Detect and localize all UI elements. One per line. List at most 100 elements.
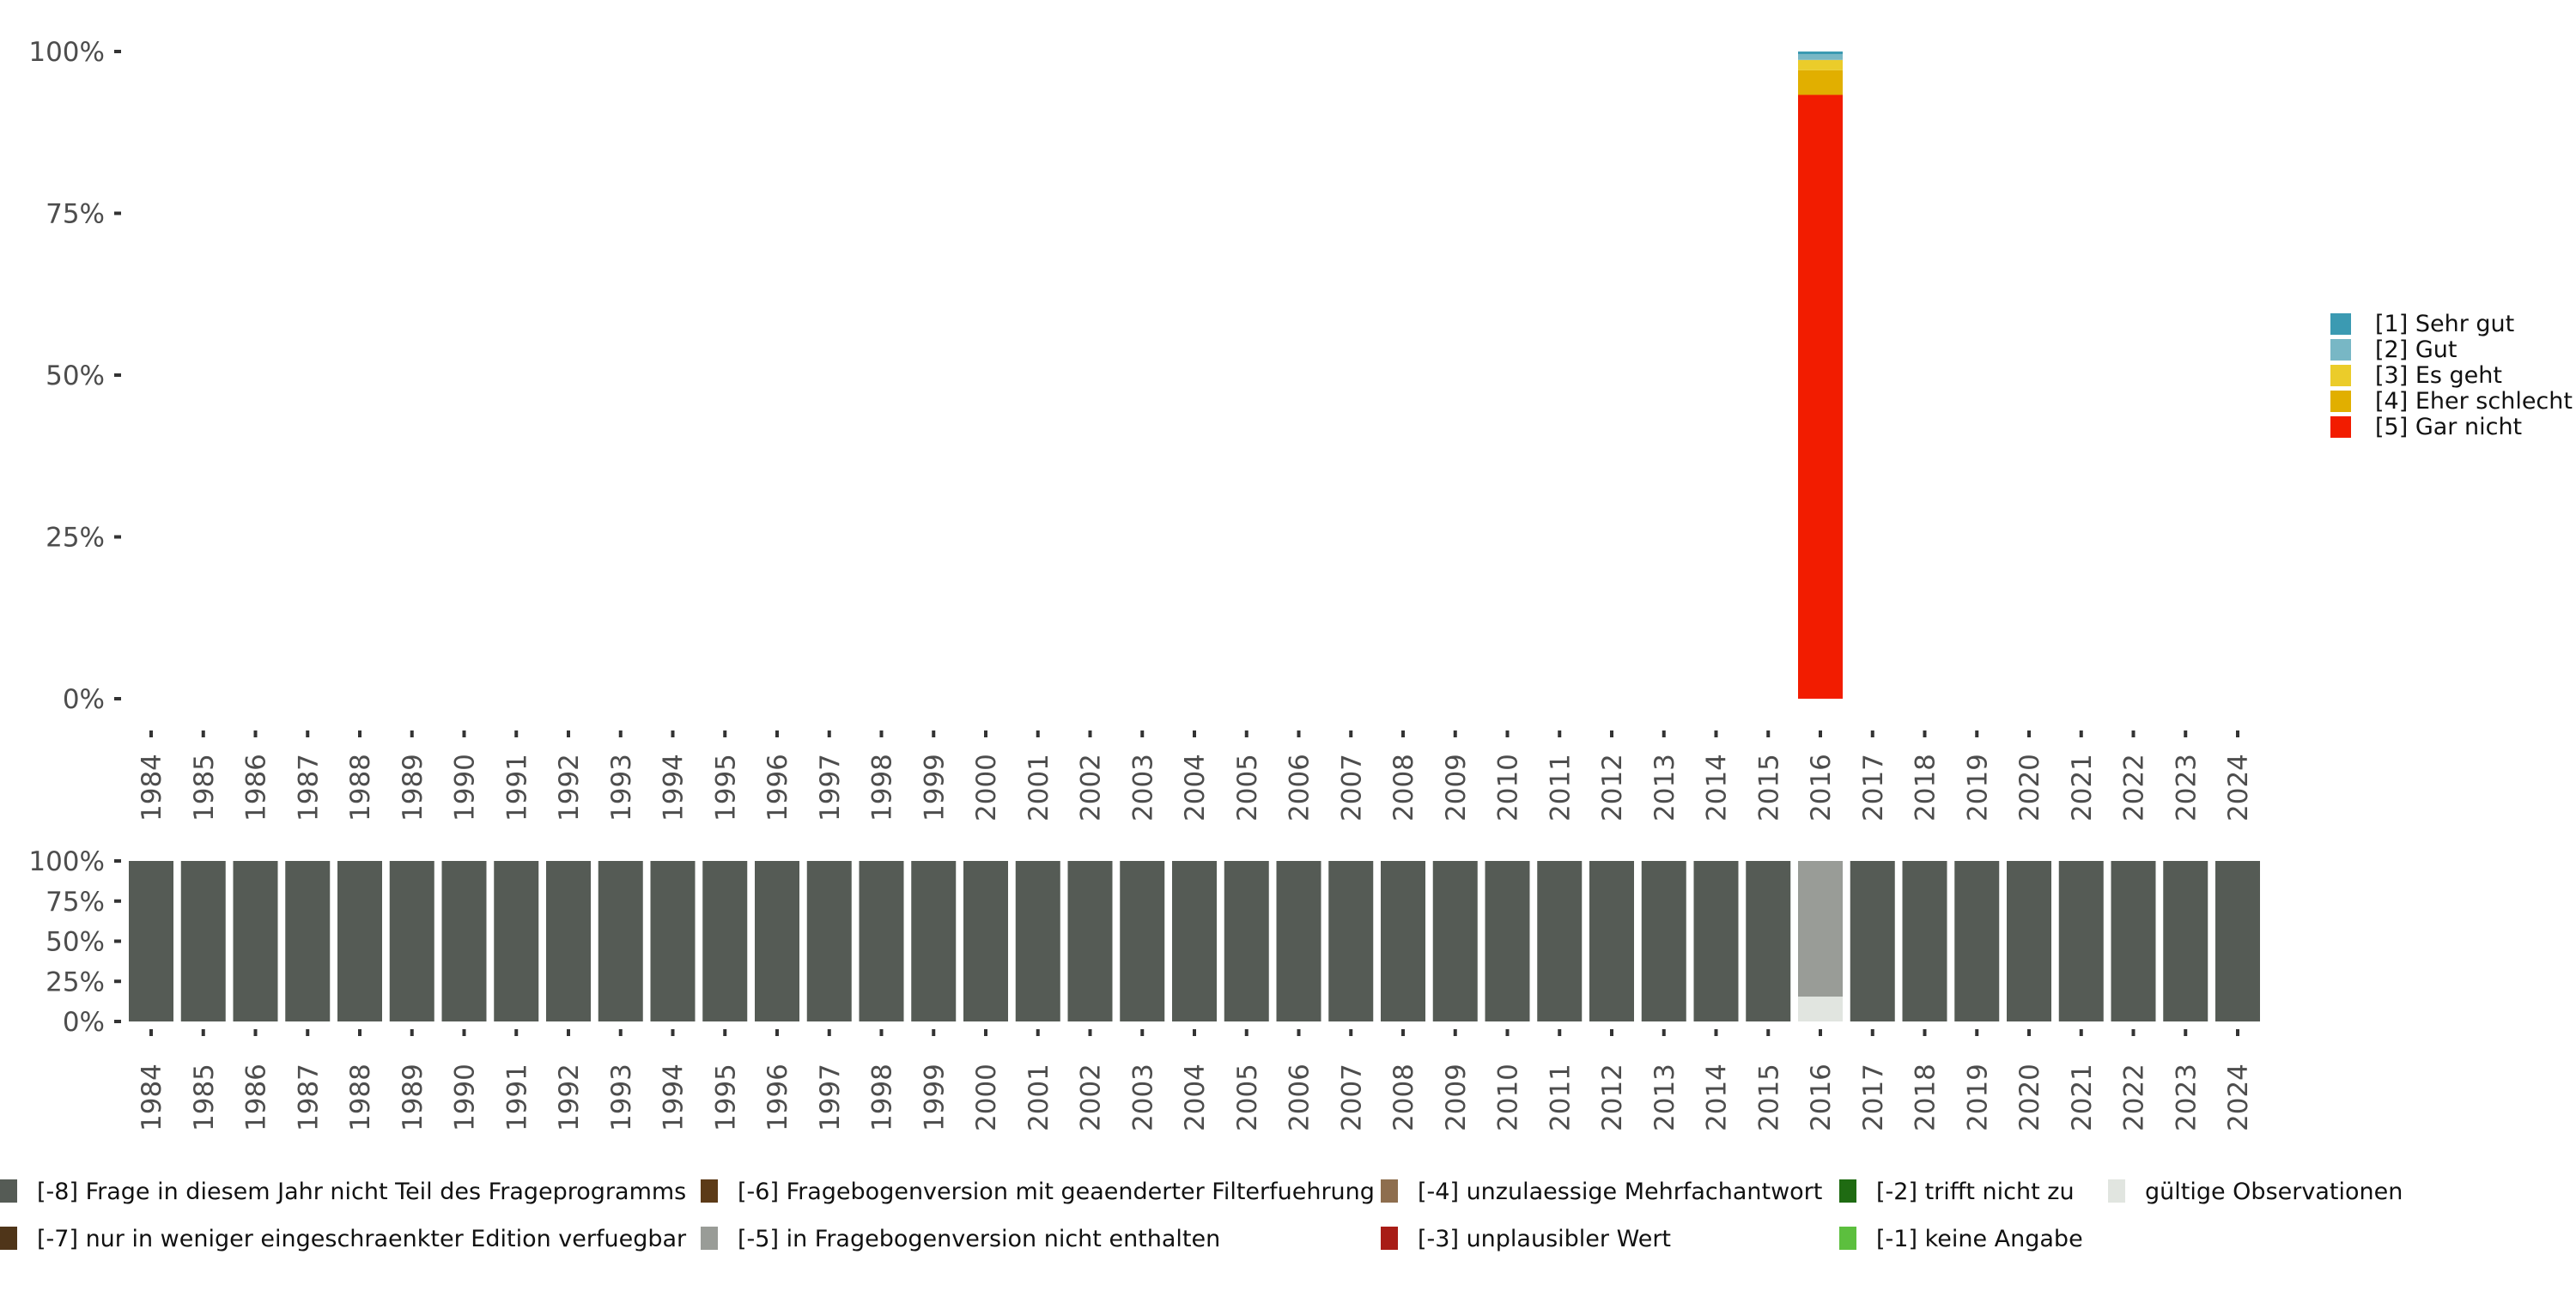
x-tick-label: 2019 (1962, 1064, 1993, 1131)
x-tick-label: 1996 (762, 754, 793, 821)
bar-segment-2022-0 (2111, 861, 2156, 1021)
x-tick-label: 1988 (345, 754, 376, 821)
bar-segment-2000-0 (963, 861, 1008, 1021)
x-tick-label: 1995 (710, 754, 741, 821)
legend-label: [-2] trifft nicht zu (1876, 1179, 2075, 1205)
x-tick-label: 2006 (1285, 1064, 1315, 1131)
bar-segment-2009-0 (1432, 861, 1478, 1021)
x-tick-label: 2015 (1753, 1064, 1784, 1131)
x-tick-label: 1991 (501, 754, 532, 821)
x-tick-label: 1997 (815, 754, 846, 821)
bar-segment-2016-1 (1798, 861, 1843, 997)
legend-swatch (2330, 365, 2351, 386)
bar-segment-2003-0 (1120, 861, 1165, 1021)
legend-swatch (701, 1179, 718, 1203)
bar-segment-2006-0 (1276, 861, 1321, 1021)
x-tick-label: 1991 (501, 1064, 532, 1131)
x-tick-label: 2009 (1441, 754, 1472, 821)
bar-segment-1987-0 (285, 861, 331, 1021)
x-tick-label: 1986 (241, 1064, 272, 1131)
x-tick-label: 2003 (1127, 1064, 1158, 1131)
legend-swatch (2108, 1179, 2125, 1203)
x-tick-label: 2005 (1232, 754, 1263, 821)
y-tick-label: 25% (46, 967, 105, 997)
x-tick-label: 2002 (1076, 754, 1107, 821)
x-tick-label: 1988 (345, 1064, 376, 1131)
bar-segment-1999-0 (911, 861, 957, 1021)
bar-segment-1986-0 (233, 861, 278, 1021)
x-tick-label: 2019 (1962, 754, 1993, 821)
bar-segment-2002-0 (1067, 861, 1113, 1021)
legend-label: [1] Sehr gut (2375, 311, 2514, 337)
bar-segment-2016-4 (1798, 52, 1843, 55)
x-tick-label: 2017 (1858, 1064, 1889, 1131)
x-tick-label: 2021 (2067, 1064, 2098, 1131)
x-tick-label: 1984 (137, 754, 167, 821)
x-tick-label: 1998 (867, 754, 898, 821)
legend-label: [4] Eher schlecht (2375, 388, 2573, 415)
x-tick-label: 2005 (1232, 1064, 1263, 1131)
x-tick-label: 2000 (971, 754, 1002, 821)
bar-segment-2013-0 (1641, 861, 1686, 1021)
x-tick-label: 1994 (659, 1064, 690, 1131)
x-tick-label: 1989 (398, 1064, 428, 1131)
x-tick-label: 2017 (1858, 754, 1889, 821)
bar-segment-2016-0 (1798, 94, 1843, 699)
bar-segment-1991-0 (494, 861, 539, 1021)
bar-segment-2017-0 (1850, 861, 1895, 1021)
x-tick-label: 1990 (450, 754, 481, 821)
x-tick-label: 2020 (2014, 754, 2045, 821)
x-tick-label: 1999 (919, 1064, 950, 1131)
bar-segment-1990-0 (441, 861, 487, 1021)
x-tick-label: 1999 (919, 754, 950, 821)
bar-segment-1996-0 (755, 861, 799, 1021)
x-tick-label: 2018 (1911, 1064, 1941, 1131)
legend-label: [-7] nur in weniger eingeschraenkter Edi… (37, 1226, 687, 1252)
bar-segment-1989-0 (389, 861, 434, 1021)
x-tick-label: 2007 (1336, 1064, 1367, 1131)
legend-swatch (2330, 416, 2351, 438)
x-tick-label: 2022 (2119, 1064, 2150, 1131)
legend-swatch (1839, 1227, 1856, 1250)
legend-swatch (2330, 391, 2351, 412)
legend-swatch (1381, 1179, 1398, 1203)
legend-label: [-6] Fragebogenversion mit geaenderter F… (738, 1179, 1375, 1205)
legend-swatch (0, 1179, 17, 1203)
x-tick-label: 2024 (2223, 1064, 2254, 1131)
x-tick-label: 2010 (1493, 754, 1524, 821)
legend-label: [3] Es geht (2375, 362, 2502, 389)
legend-label: [5] Gar nicht (2375, 414, 2522, 440)
legend-swatch (701, 1227, 718, 1250)
legend-label: [-3] unplausibler Wert (1418, 1226, 1671, 1252)
x-tick-label: 1994 (659, 754, 690, 821)
bar-segment-1993-0 (598, 861, 643, 1021)
x-tick-label: 1993 (606, 1064, 637, 1131)
x-tick-label: 2001 (1024, 754, 1054, 821)
x-tick-label: 2009 (1441, 1064, 1472, 1131)
bar-segment-2024-0 (2215, 861, 2260, 1021)
bar-segment-2020-0 (2007, 861, 2051, 1021)
x-tick-label: 1997 (815, 1064, 846, 1131)
bar-segment-2023-0 (2163, 861, 2208, 1021)
legend-swatch (1381, 1227, 1398, 1250)
x-tick-label: 2014 (1702, 1064, 1733, 1131)
x-tick-label: 2012 (1597, 754, 1628, 821)
bar-segment-2001-0 (1015, 861, 1060, 1021)
x-tick-label: 1998 (867, 1064, 898, 1131)
bar-segment-2005-0 (1224, 861, 1269, 1021)
bar-segment-2010-0 (1485, 861, 1530, 1021)
bar-segment-1997-0 (806, 861, 852, 1021)
x-tick-label: 2004 (1180, 1064, 1211, 1131)
legend-label: [2] Gut (2375, 336, 2457, 363)
bar-segment-2016-2 (1798, 59, 1843, 70)
legend-label: gültige Observationen (2145, 1179, 2403, 1205)
x-tick-label: 2012 (1597, 1064, 1628, 1131)
legend-swatch (1839, 1179, 1856, 1203)
bar-segment-2016-0 (1798, 997, 1843, 1021)
bar-segment-2016-3 (1798, 54, 1843, 60)
x-tick-label: 2015 (1753, 754, 1784, 821)
y-tick-label: 75% (46, 199, 105, 230)
y-tick-label: 50% (46, 361, 105, 391)
x-tick-label: 1992 (554, 1064, 585, 1131)
